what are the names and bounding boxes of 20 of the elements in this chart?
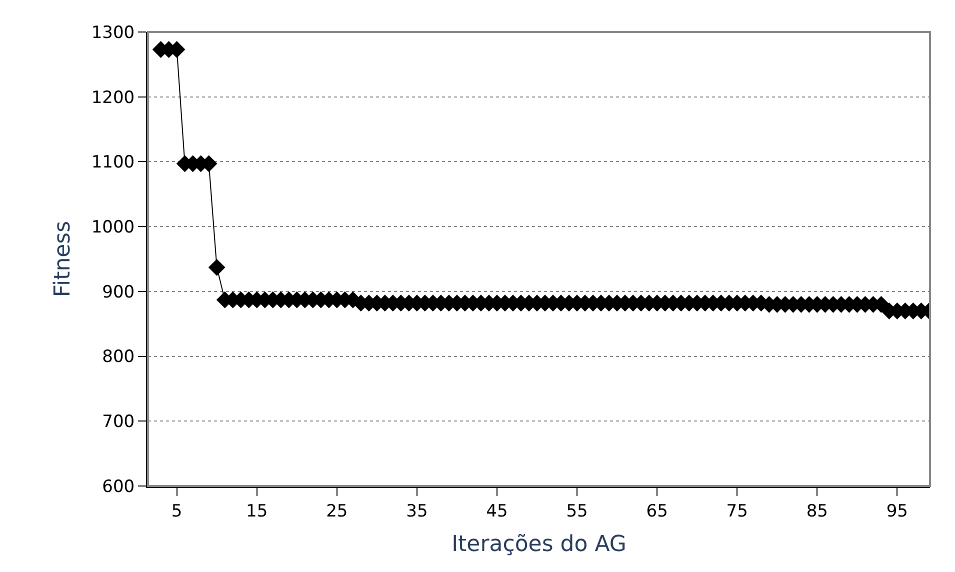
y-tick-label: 700 [102,412,135,432]
x-tick-label: 75 [726,501,748,522]
y-tick-label: 1300 [91,22,135,43]
x-tick-label: 55 [566,501,588,522]
y-tick-label: 900 [102,282,135,302]
y-tick-label: 1100 [91,152,135,173]
x-tick-label: 95 [886,501,908,522]
x-tick-label: 25 [326,501,348,522]
y-tick-label: 600 [102,476,135,497]
x-tick-label: 15 [246,501,268,522]
x-tick-label: 35 [406,501,428,522]
x-tick-label: 65 [646,501,668,522]
y-tick-label: 1200 [91,88,135,108]
x-tick-label: 5 [171,501,182,522]
x-tick-label: 85 [806,501,828,522]
y-axis-title: Fitness [50,220,76,298]
x-tick-label: 45 [486,501,508,522]
x-axis-title: Iterações do AG [452,532,626,557]
y-tick-label: 800 [102,347,135,368]
y-tick-label: 1000 [91,218,135,238]
